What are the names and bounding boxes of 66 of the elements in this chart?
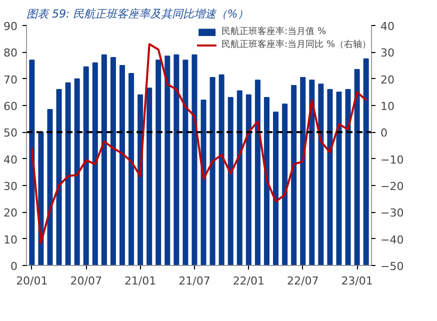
y-tick-label: 10	[4, 233, 18, 246]
y2-tick-label: −50	[380, 260, 404, 273]
y2-tick-label: 30	[380, 46, 394, 60]
bar	[29, 60, 35, 266]
y2-tick-label: −30	[380, 206, 404, 220]
bar	[264, 97, 270, 266]
bar	[363, 58, 369, 266]
bar	[110, 57, 116, 266]
bar	[92, 62, 98, 266]
legend-label: 民航正班客座率:当月同比 %（右轴）	[222, 38, 371, 51]
bar	[56, 89, 62, 266]
bar	[210, 77, 216, 266]
x-tick-label: 21/07	[178, 274, 210, 288]
bar	[273, 112, 279, 266]
x-tick-label: 20/07	[70, 274, 102, 288]
y-tick-label: 30	[4, 180, 18, 193]
bar	[345, 89, 351, 266]
y2-tick-label: 40	[380, 20, 394, 33]
x-tick-label: 22/07	[287, 274, 319, 288]
y2-tick-label: −10	[380, 153, 404, 166]
y2-tick-label: 0	[380, 126, 388, 140]
y-tick-label: 20	[4, 206, 18, 220]
y2-tick-label: 20	[380, 73, 394, 86]
y-tick-label: 40	[4, 153, 18, 166]
x-tick-label: 20/01	[16, 274, 48, 288]
bar	[83, 66, 89, 266]
x-tick-label: 23/01	[341, 274, 373, 288]
x-tick-label: 21/01	[124, 274, 156, 288]
y-tick-label: 50	[4, 126, 18, 140]
bar	[146, 88, 152, 266]
y-tick-label: 80	[4, 46, 18, 60]
bar	[47, 109, 53, 266]
bar	[309, 80, 315, 266]
bar	[254, 80, 260, 266]
bar	[236, 90, 242, 266]
bar	[101, 54, 107, 266]
bar	[228, 97, 234, 266]
legend-label: 民航正班客座率:当月值 %	[222, 26, 326, 38]
y2-tick-label: −20	[380, 180, 404, 193]
bar	[182, 60, 188, 266]
bar	[291, 85, 297, 266]
bar	[164, 56, 170, 266]
bar	[336, 92, 342, 266]
y-tick-label: 60	[4, 100, 18, 113]
bar	[128, 73, 134, 266]
bar	[156, 60, 162, 266]
y2-tick-label: −40	[380, 233, 404, 246]
y-tick-label: 90	[4, 20, 18, 33]
bar	[300, 77, 306, 266]
bar	[119, 65, 125, 266]
y-tick-label: 70	[4, 73, 18, 86]
bar	[282, 104, 288, 266]
bar	[327, 89, 333, 266]
bar	[192, 54, 198, 266]
bar	[65, 82, 71, 266]
bar	[200, 100, 206, 266]
y-tick-label: 0	[10, 260, 18, 273]
x-tick-label: 22/01	[232, 274, 265, 288]
bar	[246, 94, 252, 266]
bar	[354, 69, 360, 266]
chart-title: 图表 59: 民航正班客座率及其同比增速（%）	[26, 8, 249, 20]
bar	[74, 78, 80, 266]
y2-tick-label: 10	[380, 100, 394, 113]
bar	[318, 84, 324, 266]
bar	[174, 54, 180, 266]
bar	[218, 74, 224, 266]
